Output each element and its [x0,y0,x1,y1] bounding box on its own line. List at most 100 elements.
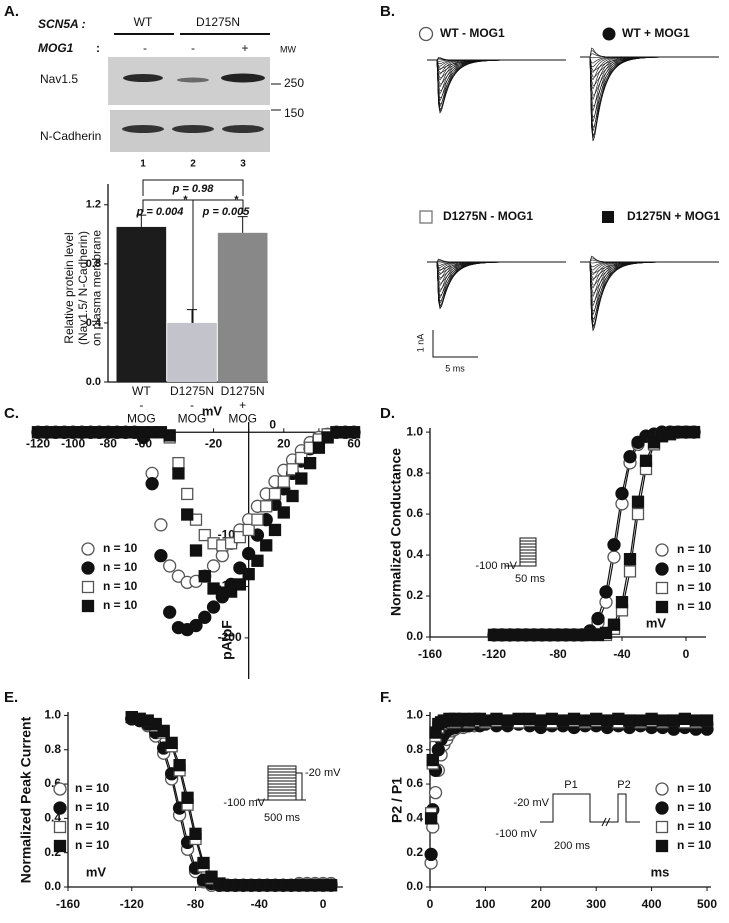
trace [580,261,719,327]
legend-text: WT - MOG1 [440,26,505,40]
marker [163,559,177,573]
inset-f: P1 P2 -20 mV -100 mV 200 ms [495,779,640,852]
marker [163,605,177,619]
band-label: Nav1.5 [40,72,78,86]
mw-label: MW [280,44,296,54]
x-tick-label: 60 [347,436,361,450]
marker [656,714,669,727]
legend-marker [81,561,95,575]
x-tick-label: 0 [320,897,327,911]
mw-marker: 150 [284,106,304,120]
treatment: - [191,41,195,55]
x-tick-label: -20 [205,436,223,450]
marker [165,736,178,750]
protocol-label: 500 ms [264,812,301,824]
panel-label: B. [380,3,395,20]
y-axis-label: Normalized Peak Current [18,716,34,883]
trace [580,56,719,81]
legend-text: n = 10 [103,541,138,555]
marker [534,714,547,727]
y-axis-label: Normalized Conductance [388,448,404,616]
lane-number: 3 [240,159,246,170]
text-line: - [190,398,194,412]
marker [556,714,570,727]
text-line: WT [132,384,151,398]
legend-text: n = 10 [677,561,712,575]
bar [217,232,268,382]
protocol-label: P2 [617,779,630,791]
y-axis-label: P2 / P1 [389,777,405,823]
legend-text: WT + MOG1 [622,26,690,40]
protocol-label: -100 mV [475,560,517,572]
error-bar [187,309,197,323]
bar [116,226,167,382]
x-tick-label: 200 [531,897,551,911]
band [172,125,214,133]
protocol-steps [268,768,296,797]
marker [678,712,691,726]
marker [639,454,653,467]
y-tick-label: 0.8 [406,742,423,756]
trace [427,258,566,263]
trace [427,59,566,102]
marker [591,611,605,626]
x-axis-label: mV [646,615,667,630]
x-tick-label: -40 [251,897,269,911]
error-bar [237,216,248,233]
trace [427,56,566,61]
marker [615,486,629,501]
legend-marker [81,542,95,556]
marker [268,523,282,537]
protocol-label: -100 mV [495,828,537,840]
treatment-label: MOG1 [38,41,74,55]
x-tick-label: 0 [427,897,434,911]
marker [277,475,290,488]
x-tick-label: -160 [418,647,442,661]
legend-marker [53,820,67,834]
marker [599,626,613,640]
marker [631,495,645,508]
legend-text: n = 10 [75,800,110,814]
x-tick-label: D1275N -MOG [170,384,214,426]
text-line: MOG [178,412,207,426]
marker [426,753,439,767]
bar [167,322,217,382]
marker [251,513,264,526]
legend-text: n = 10 [677,599,712,613]
x-tick-label: 500 [697,897,717,911]
marker [623,450,637,464]
legend-marker [419,210,433,224]
trace [580,53,719,58]
trace [580,56,719,132]
panel-label: A. [4,3,19,20]
trace [427,261,566,284]
legend-marker [655,782,669,796]
legend-marker [53,782,67,796]
x-axis-label: mV [86,864,107,879]
y-tick-label: 1.0 [406,708,423,722]
legend-text: n = 10 [677,800,712,814]
y-tick-label: 0.0 [44,879,61,893]
x-tick-label: -120 [26,436,50,450]
marker [295,472,308,485]
x-tick-label: WT -MOG [127,384,156,426]
text-line: Relative protein level [62,232,76,343]
legend-marker [53,839,67,853]
marker [634,714,647,727]
y-tick-label: -200 [218,630,242,644]
band [222,125,264,133]
x-tick-label: 0 [683,647,690,661]
marker [233,530,247,544]
marker [612,712,625,726]
trace [580,261,719,294]
y-tick-label: 0.8 [44,742,61,756]
annotation: * [234,194,239,206]
y-tick-label: 0.6 [406,776,423,790]
annotation: p = 0.98 [172,183,215,195]
text-line: MOG [228,412,257,426]
text-line: on plasma membrane [90,230,104,346]
marker [490,712,503,726]
marker [312,441,326,454]
inset-e: -20 mV -100 mV 500 ms [223,765,341,824]
trace [580,255,719,263]
